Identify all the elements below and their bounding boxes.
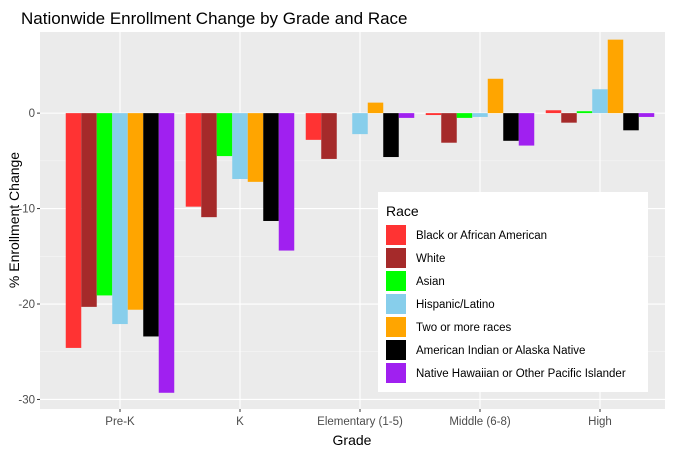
bar bbox=[367, 102, 384, 114]
bar bbox=[607, 39, 624, 114]
legend-key bbox=[386, 340, 406, 360]
bar bbox=[456, 113, 473, 118]
x-axis-ticks: Pre-K K Elementary (1-5) Middle (6-8) High bbox=[105, 409, 612, 428]
x-axis-title: Grade bbox=[333, 432, 372, 448]
bar bbox=[425, 113, 442, 116]
bar bbox=[201, 113, 217, 218]
y-tick-label: -30 bbox=[18, 394, 35, 406]
bar bbox=[441, 113, 457, 143]
bar bbox=[561, 113, 577, 123]
x-tick-label: K bbox=[236, 416, 244, 428]
bar bbox=[81, 113, 97, 307]
bar bbox=[487, 78, 504, 114]
legend-key bbox=[386, 271, 406, 291]
x-tick-label: High bbox=[588, 416, 612, 428]
bar bbox=[383, 113, 399, 158]
bar bbox=[278, 113, 295, 251]
bar bbox=[158, 113, 175, 393]
legend-label: American Indian or Alaska Native bbox=[416, 345, 585, 357]
bar bbox=[185, 113, 202, 207]
legend-key bbox=[386, 225, 406, 245]
bars bbox=[65, 39, 655, 393]
bar bbox=[352, 113, 368, 135]
bar bbox=[65, 113, 82, 348]
legend-label: Asian bbox=[416, 276, 445, 288]
x-tick-label: Elementary (1-5) bbox=[317, 416, 403, 428]
y-axis-title: % Enrollment Change bbox=[6, 152, 22, 288]
x-tick-label: Pre-K bbox=[105, 416, 135, 428]
legend-label: Native Hawaiian or Other Pacific Islande… bbox=[416, 368, 626, 380]
legend: Race Black or African American White Asian… bbox=[378, 192, 648, 392]
bar bbox=[398, 113, 415, 118]
bar bbox=[263, 113, 279, 221]
bar bbox=[638, 113, 655, 117]
legend-label: Two or more races bbox=[416, 322, 511, 334]
legend-label: White bbox=[416, 253, 445, 265]
bar bbox=[216, 113, 233, 157]
y-tick-label: -10 bbox=[18, 204, 35, 216]
y-tick-label: 0 bbox=[29, 108, 35, 120]
bar bbox=[623, 113, 639, 131]
bar bbox=[96, 113, 113, 296]
y-tick-label: -20 bbox=[18, 299, 35, 311]
bar bbox=[503, 113, 519, 141]
bar bbox=[592, 89, 608, 114]
bar bbox=[143, 113, 159, 337]
legend-title: Race bbox=[386, 203, 419, 219]
legend-key bbox=[386, 248, 406, 268]
legend-label: Black or African American bbox=[416, 230, 547, 242]
bar bbox=[576, 111, 593, 114]
chart-title: Nationwide Enrollment Change by Grade an… bbox=[21, 9, 408, 28]
bar bbox=[305, 113, 322, 140]
legend-key bbox=[386, 294, 406, 314]
legend-key bbox=[386, 363, 406, 383]
bar bbox=[518, 113, 535, 146]
bar bbox=[127, 113, 144, 310]
y-axis-ticks: -30 -20 -10 0 bbox=[18, 108, 40, 406]
bar bbox=[321, 113, 337, 159]
bar bbox=[112, 113, 128, 325]
bar bbox=[247, 113, 264, 182]
bar bbox=[472, 113, 488, 117]
bar bbox=[232, 113, 248, 179]
legend-label: Hispanic/Latino bbox=[416, 299, 495, 311]
legend-key bbox=[386, 317, 406, 337]
x-tick-label: Middle (6-8) bbox=[449, 416, 511, 428]
bar bbox=[545, 110, 562, 114]
legend-background bbox=[378, 192, 648, 392]
